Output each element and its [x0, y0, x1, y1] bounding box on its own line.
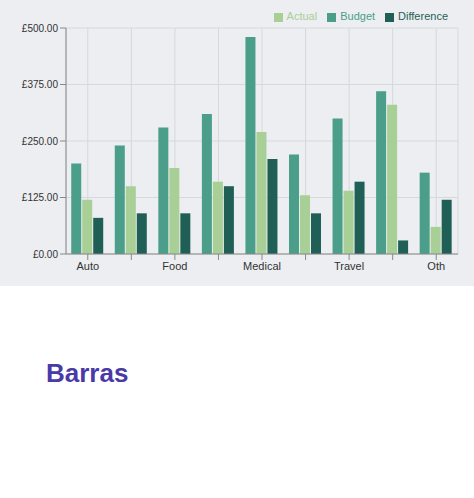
svg-text:£250.00: £250.00	[22, 136, 59, 147]
svg-text:Auto: Auto	[76, 260, 99, 272]
svg-text:£375.00: £375.00	[22, 79, 59, 90]
svg-text:£125.00: £125.00	[22, 192, 59, 203]
svg-text:Travel: Travel	[334, 260, 364, 272]
svg-text:£0.00: £0.00	[33, 249, 58, 260]
html-text:Actual: Actual	[286, 10, 318, 22]
html-text:Barras: Barras	[46, 358, 129, 388]
svg-text:£500.00: £500.00	[22, 23, 59, 34]
html-text:Budget: Budget	[340, 10, 376, 22]
svg-text:Oth: Oth	[427, 260, 445, 272]
html-text:Difference: Difference	[398, 10, 448, 22]
svg-text:Medical: Medical	[243, 260, 281, 272]
svg-text:Food: Food	[162, 260, 187, 272]
